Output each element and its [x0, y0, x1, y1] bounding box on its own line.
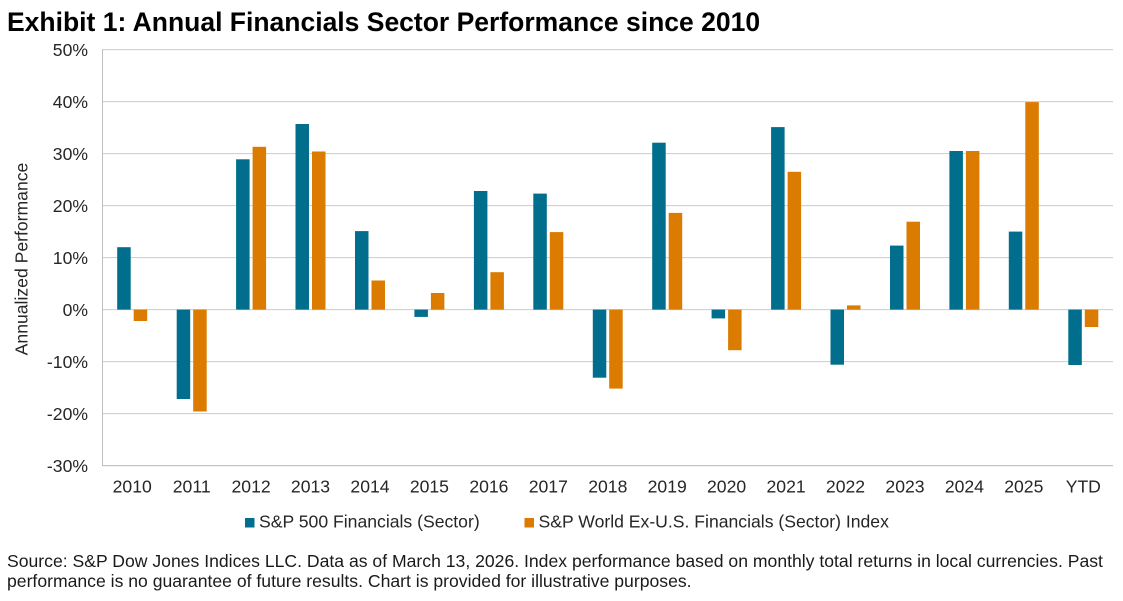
svg-text:30%: 30%: [53, 144, 89, 164]
svg-text:2016: 2016: [469, 477, 508, 497]
svg-text:2015: 2015: [410, 477, 449, 497]
svg-text:2017: 2017: [529, 477, 568, 497]
svg-text:2013: 2013: [291, 477, 330, 497]
svg-text:2018: 2018: [588, 477, 627, 497]
svg-text:-30%: -30%: [47, 456, 88, 476]
svg-text:Annualized Performance: Annualized Performance: [12, 163, 32, 356]
svg-text:2012: 2012: [232, 477, 271, 497]
svg-text:40%: 40%: [53, 92, 89, 112]
svg-text:10%: 10%: [53, 248, 89, 268]
svg-text:S&P World Ex-U.S. Financials (: S&P World Ex-U.S. Financials (Sector) In…: [539, 512, 890, 532]
svg-text:20%: 20%: [53, 196, 89, 216]
svg-text:2022: 2022: [826, 477, 865, 497]
svg-text:2025: 2025: [1004, 477, 1043, 497]
svg-text:2023: 2023: [885, 477, 924, 497]
svg-text:0%: 0%: [63, 300, 89, 320]
svg-text:2010: 2010: [113, 477, 152, 497]
svg-text:2011: 2011: [173, 477, 211, 497]
svg-text:50%: 50%: [53, 40, 89, 60]
svg-text:2024: 2024: [945, 477, 984, 497]
svg-text:S&P 500 Financials (Sector): S&P 500 Financials (Sector): [259, 512, 480, 532]
svg-text:YTD: YTD: [1066, 477, 1101, 497]
svg-text:2021: 2021: [767, 477, 806, 497]
svg-text:2019: 2019: [648, 477, 687, 497]
svg-text:2014: 2014: [350, 477, 389, 497]
svg-text:-10%: -10%: [47, 352, 88, 372]
svg-text:-20%: -20%: [47, 404, 88, 424]
svg-text:2020: 2020: [707, 477, 746, 497]
